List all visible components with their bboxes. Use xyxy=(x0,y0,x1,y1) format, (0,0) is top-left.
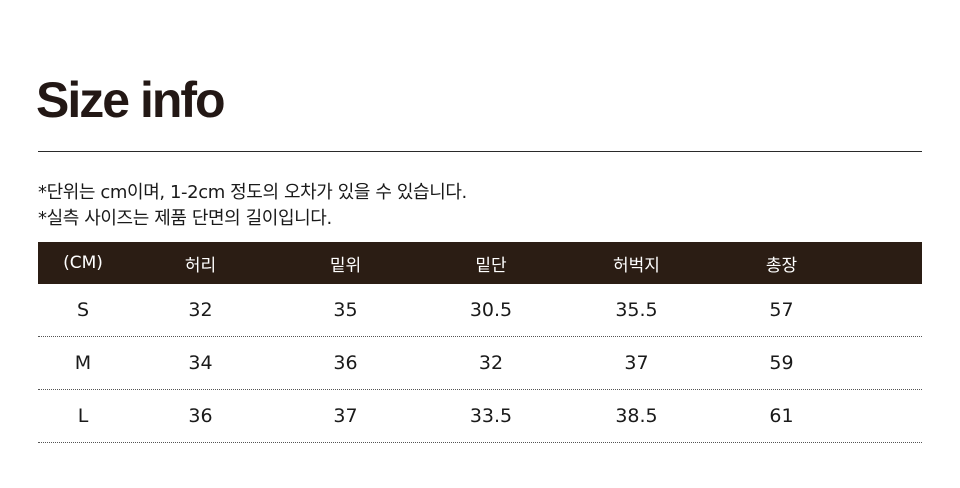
thigh-value: 38.5 xyxy=(615,405,658,427)
rise-value: 35 xyxy=(333,299,358,321)
note-unit: *단위는 cm이며, 1-2cm 정도의 오차가 있을 수 있습니다. xyxy=(38,182,467,203)
header-length: 총장 xyxy=(765,255,798,276)
size-table: (CM) 허리 밑위 밑단 허벅지 총장 S 32 35 30.5 35.5 5… xyxy=(38,242,922,443)
length-value: 57 xyxy=(769,299,794,321)
length-value: 59 xyxy=(769,352,794,374)
table-row: L 36 37 33.5 38.5 61 xyxy=(38,390,922,443)
page-title: Size info xyxy=(36,72,226,128)
size-label: S xyxy=(76,299,90,321)
size-label: L xyxy=(77,405,89,427)
header-hem: 밑단 xyxy=(475,255,507,276)
thigh-value: 37 xyxy=(624,352,649,374)
waist-value: 32 xyxy=(188,299,213,321)
note-measurement: *실측 사이즈는 제품 단면의 길이입니다. xyxy=(38,208,332,229)
header-rise: 밑위 xyxy=(329,255,362,276)
rise-value: 37 xyxy=(333,405,358,427)
waist-value: 36 xyxy=(188,405,213,427)
hem-value: 30.5 xyxy=(469,299,513,321)
table-row: M 34 36 32 37 59 xyxy=(38,337,922,390)
table-row: S 32 35 30.5 35.5 57 xyxy=(38,284,922,337)
waist-value: 34 xyxy=(188,352,213,374)
size-notes: *단위는 cm이며, 1-2cm 정도의 오차가 있을 수 있습니다. *실측 … xyxy=(38,180,467,232)
length-value: 61 xyxy=(769,405,794,427)
title-divider xyxy=(38,151,922,152)
header-thigh: 허벅지 xyxy=(613,255,660,276)
size-label: M xyxy=(74,352,92,374)
header-waist: 허리 xyxy=(184,255,217,276)
thigh-value: 35.5 xyxy=(615,299,658,321)
rise-value: 36 xyxy=(333,352,358,374)
hem-value: 33.5 xyxy=(469,405,513,427)
hem-value: 32 xyxy=(478,352,504,374)
header-unit: (CM) xyxy=(63,253,103,273)
table-header-row: (CM) 허리 밑위 밑단 허벅지 총장 xyxy=(38,242,922,284)
